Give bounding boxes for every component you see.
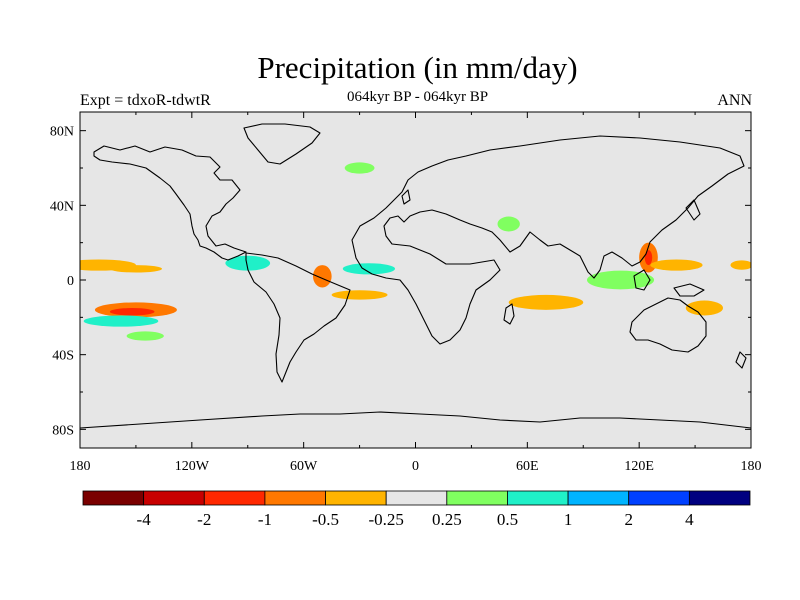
anomaly-patch — [109, 308, 155, 316]
colorbar-label: 0.25 — [432, 510, 462, 529]
coastline-eurasia — [351, 135, 745, 345]
colorbar-label: 4 — [685, 510, 694, 529]
anomaly-patch — [83, 315, 159, 327]
season-label: ANN — [717, 92, 752, 109]
y-tick-label: 0 — [67, 274, 74, 289]
experiment-label: Expt = tdxoR-tdwtR — [80, 92, 211, 109]
coastline-uk — [401, 189, 411, 205]
colorbar-swatch — [82, 490, 145, 506]
colorbar-swatch — [143, 490, 205, 506]
colorbar-label: -1 — [258, 510, 272, 529]
page-title: Precipitation (in mm/day) — [257, 50, 578, 85]
y-tick-label: 80S — [52, 423, 74, 438]
anomaly-patch — [225, 255, 271, 271]
coastline-madagascar — [503, 303, 515, 325]
map-panel — [79, 111, 752, 449]
anomaly-patches — [80, 162, 751, 341]
colorbar-label: -2 — [197, 510, 211, 529]
x-tick-label: 60W — [290, 459, 318, 474]
anomaly-patch — [508, 294, 584, 310]
anomaly-patch — [344, 162, 375, 174]
coastline-antarctica — [80, 411, 751, 429]
colorbar-swatch — [688, 490, 751, 506]
coastline-australia — [629, 297, 707, 353]
anomaly-patch — [644, 250, 653, 266]
colorbar-swatch — [507, 490, 569, 506]
colorbar-swatch — [325, 490, 387, 506]
coastline-north-america — [93, 145, 247, 261]
coastline-borneo — [633, 269, 651, 291]
colorbar-label: -0.5 — [312, 510, 339, 529]
x-tick-label: 60E — [516, 459, 539, 474]
y-tick-label: 40S — [52, 349, 74, 364]
colorbar-label: 1 — [564, 510, 573, 529]
x-tick-label: 120E — [624, 459, 654, 474]
x-tick-label: 120W — [175, 459, 210, 474]
anomaly-patch — [497, 216, 520, 232]
colorbar-label: -0.25 — [368, 510, 403, 529]
plot-subtitle: 064kyr BP - 064kyr BP — [346, 89, 489, 105]
colorbar-label: -4 — [137, 510, 152, 529]
axis-tick-labels: 180 120W 60W 0 60E 120E 180 80N 40N 0 40S 80S — [50, 125, 762, 474]
anomaly-patch — [342, 263, 395, 275]
anomaly-patch — [650, 259, 703, 271]
x-tick-label: 180 — [70, 459, 91, 474]
x-tick-label: 180 — [741, 459, 762, 474]
coastline-new-zealand — [735, 351, 747, 369]
anomaly-patch — [685, 300, 724, 316]
colorbar-label: 2 — [624, 510, 633, 529]
colorbar-swatch — [446, 490, 508, 506]
coastline-new-guinea — [673, 283, 705, 297]
coastlines — [80, 123, 751, 429]
anomaly-patch — [331, 290, 388, 300]
colorbar-swatch — [385, 490, 448, 506]
coastline-greenland — [243, 123, 321, 165]
anomaly-patch — [586, 270, 655, 290]
colorbar-swatch — [628, 490, 690, 506]
y-tick-label: 80N — [50, 125, 74, 140]
anomaly-patch — [730, 260, 751, 270]
anomaly-patch — [126, 331, 164, 341]
axis-ticks — [79, 112, 752, 448]
y-tick-label: 40N — [50, 199, 74, 214]
colorbar-swatch — [567, 490, 630, 506]
colorbar-swatch — [264, 490, 326, 506]
colorbar-swatch — [203, 490, 266, 506]
anomaly-patch — [312, 265, 332, 288]
colorbar-label: 0.5 — [497, 510, 518, 529]
colorbar: -4 -2 -1 -0.5 -0.25 0.25 0.5 1 2 4 — [82, 490, 751, 529]
anomaly-patch — [109, 265, 163, 273]
x-tick-label: 0 — [412, 459, 419, 474]
coastline-japan — [685, 199, 701, 221]
coastline-south-america — [245, 252, 351, 383]
